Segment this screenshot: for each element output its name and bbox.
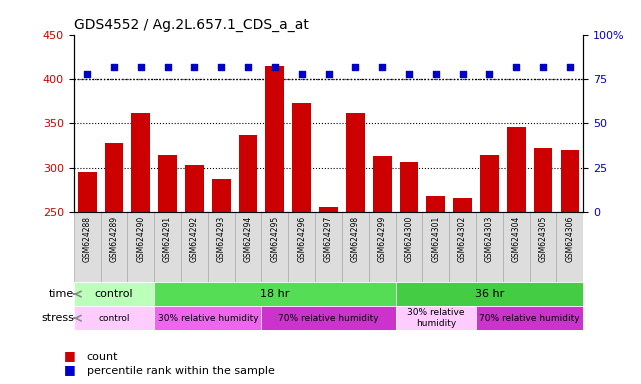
Bar bbox=[78, 172, 97, 212]
Text: GSM624305: GSM624305 bbox=[538, 216, 547, 262]
Point bbox=[216, 63, 226, 70]
Point bbox=[109, 63, 119, 70]
Text: GSM624296: GSM624296 bbox=[297, 216, 306, 262]
Text: GSM624293: GSM624293 bbox=[217, 216, 226, 262]
Text: ■: ■ bbox=[64, 349, 76, 362]
Bar bbox=[369, 212, 395, 282]
Bar bbox=[154, 282, 395, 306]
Point bbox=[538, 63, 548, 70]
Bar bbox=[346, 113, 365, 212]
Bar bbox=[422, 212, 449, 282]
Bar bbox=[480, 156, 499, 212]
Text: control: control bbox=[95, 289, 133, 299]
Point bbox=[431, 71, 441, 77]
Text: GSM624298: GSM624298 bbox=[351, 216, 360, 262]
Point bbox=[350, 63, 360, 70]
Bar bbox=[395, 212, 422, 282]
Bar bbox=[507, 127, 526, 212]
Text: GSM624302: GSM624302 bbox=[458, 216, 467, 262]
Text: GSM624304: GSM624304 bbox=[512, 216, 520, 262]
Text: 70% relative humidity: 70% relative humidity bbox=[278, 314, 379, 323]
Bar bbox=[449, 212, 476, 282]
Text: 70% relative humidity: 70% relative humidity bbox=[479, 314, 580, 323]
Bar bbox=[476, 306, 583, 330]
Bar bbox=[101, 212, 128, 282]
Bar bbox=[74, 306, 154, 330]
Bar bbox=[74, 212, 101, 282]
Point bbox=[162, 63, 172, 70]
Text: stress: stress bbox=[41, 313, 74, 323]
Bar bbox=[265, 66, 284, 212]
Bar bbox=[262, 306, 395, 330]
Point bbox=[377, 63, 387, 70]
Point bbox=[270, 63, 280, 70]
Text: GSM624290: GSM624290 bbox=[137, 216, 146, 262]
Text: GSM624294: GSM624294 bbox=[244, 216, 253, 262]
Point bbox=[189, 63, 199, 70]
Point bbox=[458, 71, 468, 77]
Bar bbox=[342, 212, 369, 282]
Bar bbox=[181, 212, 208, 282]
Bar bbox=[560, 150, 579, 212]
Text: 30% relative humidity: 30% relative humidity bbox=[158, 314, 258, 323]
Bar bbox=[476, 212, 503, 282]
Bar bbox=[556, 212, 583, 282]
Bar bbox=[104, 143, 123, 212]
Bar bbox=[154, 212, 181, 282]
Point bbox=[511, 63, 521, 70]
Point bbox=[82, 71, 92, 77]
Bar bbox=[212, 179, 231, 212]
Text: GSM624300: GSM624300 bbox=[404, 216, 413, 262]
Text: GSM624291: GSM624291 bbox=[163, 216, 172, 262]
Bar bbox=[154, 306, 262, 330]
Text: 18 hr: 18 hr bbox=[260, 289, 290, 299]
Bar bbox=[503, 212, 529, 282]
Bar bbox=[238, 135, 258, 212]
Bar bbox=[426, 196, 445, 212]
Text: control: control bbox=[98, 314, 129, 323]
Bar bbox=[128, 212, 154, 282]
Bar bbox=[208, 212, 235, 282]
Point bbox=[485, 71, 495, 77]
Bar bbox=[185, 165, 204, 212]
Text: GDS4552 / Ag.2L.657.1_CDS_a_at: GDS4552 / Ag.2L.657.1_CDS_a_at bbox=[74, 18, 308, 32]
Text: time: time bbox=[49, 289, 74, 299]
Bar bbox=[288, 212, 315, 282]
Bar bbox=[74, 282, 154, 306]
Point bbox=[136, 63, 146, 70]
Bar bbox=[292, 103, 311, 212]
Bar bbox=[131, 113, 150, 212]
Text: 36 hr: 36 hr bbox=[475, 289, 504, 299]
Bar bbox=[235, 212, 262, 282]
Point bbox=[404, 71, 414, 77]
Text: GSM624289: GSM624289 bbox=[110, 216, 119, 262]
Text: percentile rank within the sample: percentile rank within the sample bbox=[87, 366, 274, 376]
Bar bbox=[395, 306, 476, 330]
Text: GSM624301: GSM624301 bbox=[431, 216, 440, 262]
Bar bbox=[399, 162, 419, 212]
Text: GSM624297: GSM624297 bbox=[324, 216, 333, 262]
Bar bbox=[453, 198, 472, 212]
Point bbox=[565, 63, 575, 70]
Text: count: count bbox=[87, 352, 118, 362]
Bar bbox=[315, 212, 342, 282]
Text: ■: ■ bbox=[64, 363, 76, 376]
Text: GSM624306: GSM624306 bbox=[565, 216, 574, 262]
Bar bbox=[373, 156, 392, 212]
Text: 30% relative
humidity: 30% relative humidity bbox=[407, 308, 465, 328]
Text: GSM624299: GSM624299 bbox=[378, 216, 387, 262]
Bar bbox=[158, 156, 177, 212]
Text: GSM624292: GSM624292 bbox=[190, 216, 199, 262]
Bar bbox=[262, 212, 288, 282]
Point bbox=[297, 71, 307, 77]
Bar bbox=[534, 148, 553, 212]
Text: GSM624295: GSM624295 bbox=[271, 216, 279, 262]
Point bbox=[243, 63, 253, 70]
Bar bbox=[395, 282, 583, 306]
Bar bbox=[529, 212, 556, 282]
Text: GSM624288: GSM624288 bbox=[83, 216, 92, 262]
Point bbox=[324, 71, 334, 77]
Bar bbox=[319, 207, 338, 212]
Text: GSM624303: GSM624303 bbox=[485, 216, 494, 262]
